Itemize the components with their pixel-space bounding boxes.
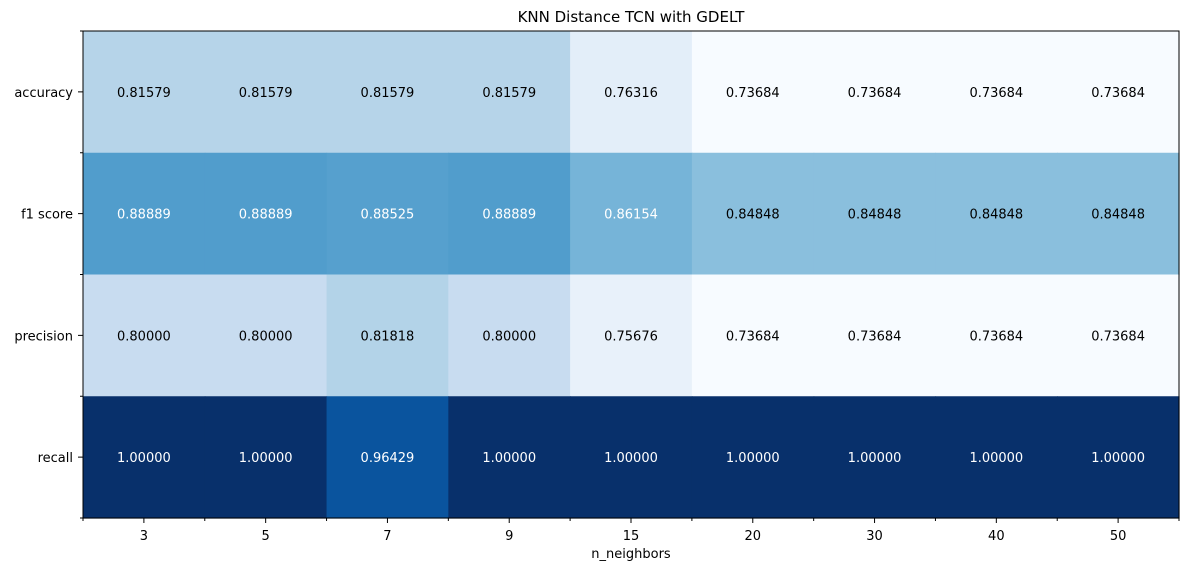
heatmap-cell-label: 0.73684 (848, 86, 902, 101)
heatmap-cell (83, 396, 206, 519)
heatmap-cell (570, 396, 693, 519)
heatmap-cell (691, 274, 815, 397)
x-axis-label: n_neighbors (591, 547, 671, 562)
heatmap-cell (935, 396, 1058, 519)
heatmap-cell (691, 396, 815, 519)
heatmap-cell (83, 152, 206, 276)
heatmap-cell-label: 0.73684 (1091, 329, 1145, 344)
heatmap-cell-label: 0.81579 (239, 86, 293, 101)
heatmap-cell (935, 31, 1058, 154)
heatmap-cell-label: 0.80000 (239, 329, 293, 344)
heatmap-cell-label: 0.96429 (361, 451, 415, 466)
heatmap-cell-label: 0.81579 (117, 86, 171, 101)
heatmap-cell (813, 152, 937, 276)
heatmap-cell (83, 274, 206, 397)
heatmap-cell (326, 396, 449, 519)
heatmap-cell (1057, 274, 1180, 397)
heatmap-cell (935, 274, 1058, 397)
heatmap-cell (1057, 152, 1180, 276)
heatmap-cell-label: 0.84848 (969, 208, 1023, 223)
heatmap-cell-label: 0.84848 (1091, 208, 1145, 223)
heatmap-cell-label: 0.73684 (969, 329, 1023, 344)
heatmap-cell-label: 0.86154 (604, 208, 658, 223)
heatmap-cell-label: 0.73684 (969, 86, 1023, 101)
x-axis-ticks: 3 5 7 9 15 20 30 40 50 (82, 518, 1180, 544)
x-tick-label: 5 (262, 529, 270, 544)
x-tick-label: 9 (505, 529, 513, 544)
heatmap-cell (570, 31, 693, 154)
heatmap-cell-label: 0.88889 (239, 208, 293, 223)
x-tick-label: 20 (745, 529, 762, 544)
heatmap-cell-label: 0.73684 (726, 329, 780, 344)
heatmap-cell-label: 1.00000 (848, 451, 902, 466)
heatmap-cell-label: 0.80000 (117, 329, 171, 344)
heatmap-cell-label: 0.84848 (848, 208, 902, 223)
heatmap-cell (935, 152, 1058, 276)
heatmap-cell-label: 0.88889 (482, 208, 536, 223)
heatmap-cell (570, 274, 693, 397)
heatmap-cell (813, 396, 937, 519)
heatmap-cell-label: 1.00000 (482, 451, 536, 466)
heatmap-cell (448, 31, 571, 154)
y-axis-ticks: accuracy f1 score precision recall (14, 30, 83, 519)
y-tick-label: precision (14, 329, 73, 344)
y-tick-label: recall (38, 451, 73, 466)
x-tick-label: 7 (383, 529, 391, 544)
heatmap-cell-label: 1.00000 (969, 451, 1023, 466)
heatmap-cell (1057, 396, 1180, 519)
heatmap-cell-label: 0.75676 (604, 329, 658, 344)
y-tick-label: f1 score (21, 208, 73, 223)
heatmap-cell-label: 0.81579 (482, 86, 536, 101)
heatmap-cell (204, 396, 328, 519)
heatmap-cell (448, 396, 571, 519)
heatmap-cell-label: 1.00000 (604, 451, 658, 466)
heatmap-cell (1057, 31, 1180, 154)
heatmap-cell (691, 31, 815, 154)
heatmap-cell-label: 0.80000 (482, 329, 536, 344)
x-tick-label: 50 (1110, 529, 1127, 544)
heatmap-cell (813, 31, 937, 154)
heatmap-cell (691, 152, 815, 276)
heatmap-cell-label: 0.73684 (848, 329, 902, 344)
x-tick-label: 30 (866, 529, 883, 544)
chart-title: KNN Distance TCN with GDELT (518, 8, 746, 26)
x-tick-label: 40 (988, 529, 1005, 544)
heatmap-cell (204, 152, 328, 276)
heatmap-cell (83, 31, 206, 154)
heatmap-cell-label: 0.88525 (361, 208, 415, 223)
heatmap-cell (326, 152, 449, 276)
heatmap-cell (570, 152, 693, 276)
heatmap-cell (326, 274, 449, 397)
heatmap-cells (83, 31, 1180, 519)
heatmap-cell (448, 274, 571, 397)
heatmap-cell-label: 1.00000 (726, 451, 780, 466)
heatmap-cell (813, 274, 937, 397)
heatmap-cell-labels: 0.81579 0.81579 0.81579 0.81579 0.76316 0.736… (117, 86, 1145, 466)
x-tick-label: 15 (623, 529, 640, 544)
heatmap-cell-label: 0.88889 (117, 208, 171, 223)
heatmap-cell-label: 1.00000 (117, 451, 171, 466)
heatmap-cell-label: 0.76316 (604, 86, 658, 101)
heatmap-cell (448, 152, 571, 276)
heatmap-cell-label: 0.84848 (726, 208, 780, 223)
x-tick-label: 3 (140, 529, 148, 544)
heatmap-cell (204, 274, 328, 397)
heatmap-cell-label: 0.81579 (361, 86, 415, 101)
heatmap-cell-label: 0.73684 (1091, 86, 1145, 101)
heatmap-cell-label: 0.73684 (726, 86, 780, 101)
heatmap-cell-label: 0.81818 (361, 329, 415, 344)
y-tick-label: accuracy (14, 86, 73, 101)
heatmap-cell (204, 31, 328, 154)
heatmap-cell (326, 31, 449, 154)
heatmap-cell-label: 1.00000 (1091, 451, 1145, 466)
heatmap-cell-label: 1.00000 (239, 451, 293, 466)
